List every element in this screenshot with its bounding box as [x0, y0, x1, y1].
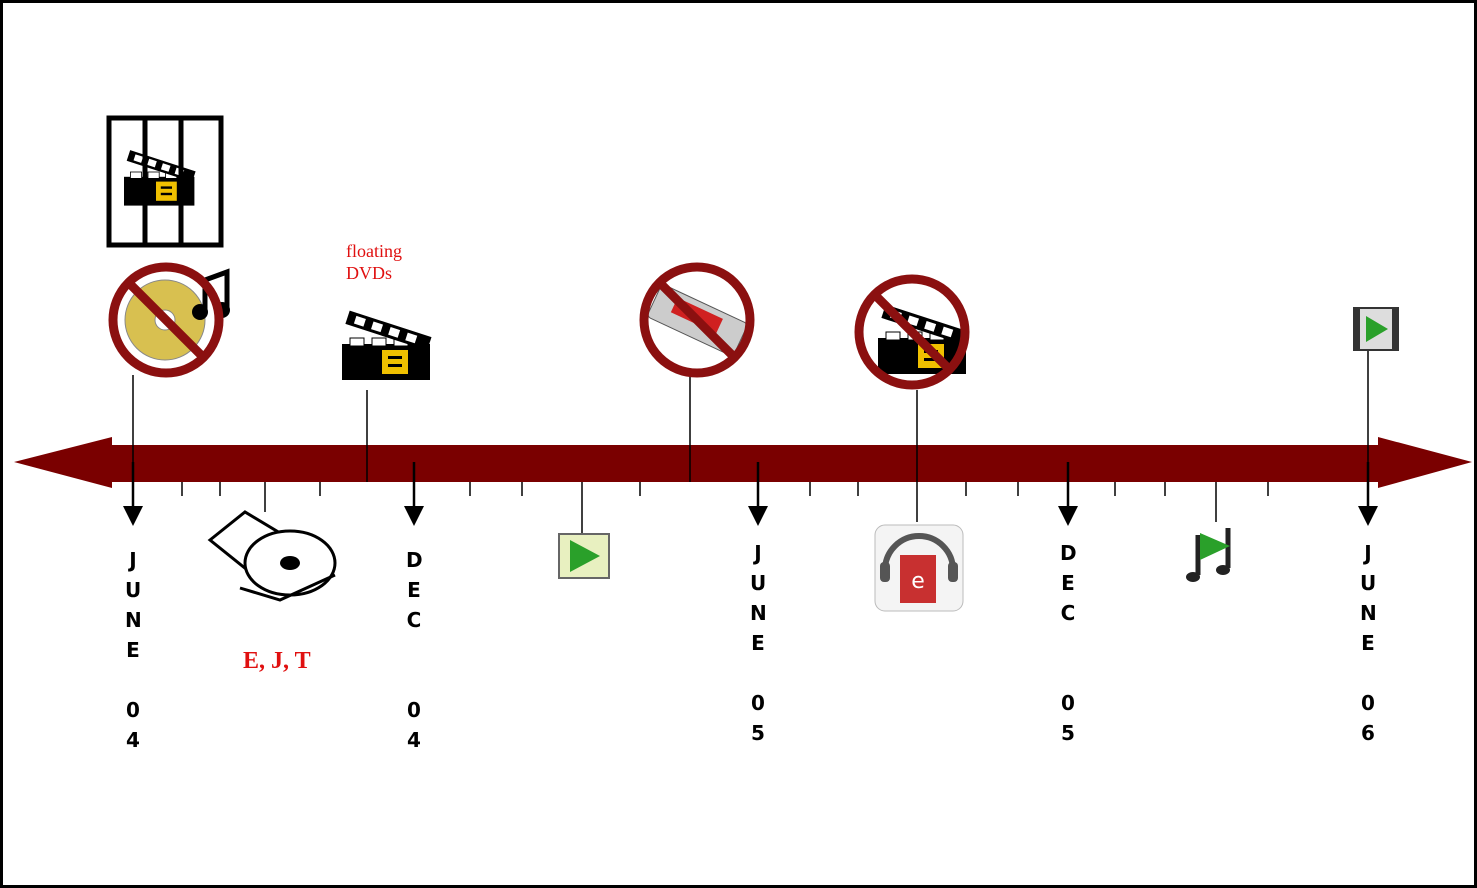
- date-year: 04: [125, 695, 141, 755]
- date-year: 06: [1360, 688, 1376, 748]
- svg-text:e: e: [911, 569, 925, 594]
- clapper-icon: [342, 311, 431, 380]
- banned-tape-icon: [644, 267, 750, 373]
- music-video-icon: [1186, 528, 1230, 582]
- floating-dvds-note: floating DVDs: [346, 240, 402, 284]
- cd-case-icon: [210, 512, 335, 600]
- languages-note: E, J, T: [243, 648, 311, 675]
- timeline-arrow: [14, 437, 1472, 488]
- date-month: JUNE: [1360, 538, 1376, 658]
- date-month: DEC: [406, 545, 422, 635]
- date-year: 05: [1060, 688, 1076, 748]
- date-month: JUNE: [750, 538, 766, 658]
- minor-ticks: [182, 482, 1268, 496]
- connectors: [133, 350, 1368, 536]
- ebook-video-icon: [559, 534, 609, 578]
- date-year: 04: [406, 695, 422, 755]
- date-month: DEC: [1060, 538, 1076, 628]
- banned-clapper-icon: [859, 279, 967, 385]
- timeline-page: e floating DVDs E, J, T JUNE 04 DEC 04 JUNE 0…: [0, 0, 1477, 888]
- banned-cd-icon: [113, 267, 230, 373]
- date-month: JUNE: [125, 545, 141, 665]
- note-line: DVDs: [346, 262, 402, 284]
- date-year: 05: [750, 688, 766, 748]
- jail-clapper-icon: [109, 118, 221, 245]
- note-line: E, J, T: [243, 648, 311, 675]
- video-icon: [1354, 308, 1398, 350]
- audiobook-icon: e: [875, 525, 963, 611]
- timeline: e: [0, 0, 1477, 888]
- note-line: floating: [346, 240, 402, 262]
